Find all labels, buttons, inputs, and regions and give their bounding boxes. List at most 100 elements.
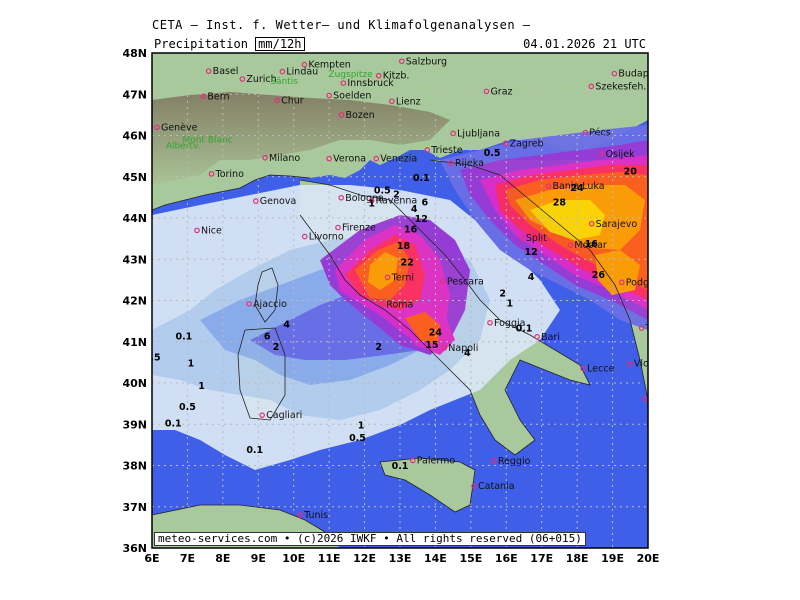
lat-tick-label: 45N bbox=[122, 171, 147, 184]
city-label: Trieste bbox=[430, 145, 462, 156]
contour-value: 12 bbox=[524, 247, 537, 258]
city-label: Bozen bbox=[346, 110, 375, 121]
coastlines bbox=[152, 159, 648, 536]
precip-montenegro-16 bbox=[595, 250, 640, 295]
latitude-tick-labels: 48N 47N 46N 45N 44N 43N 42N 41N 40N 39N 38N 37N 36N bbox=[122, 47, 147, 555]
city-marker-icon bbox=[326, 92, 332, 99]
city-marker-icon bbox=[205, 68, 212, 74]
lon-tick-label: 12E bbox=[353, 552, 376, 565]
city-label: Split bbox=[526, 233, 547, 244]
city-label: Korfu bbox=[649, 394, 674, 405]
city-label: Mostar bbox=[574, 240, 607, 251]
precip-16-center bbox=[368, 252, 398, 290]
city-marker-icon bbox=[239, 76, 246, 82]
city-marker-icon bbox=[253, 198, 259, 204]
city-marker-icon bbox=[301, 233, 308, 240]
contour-value: 4 bbox=[528, 272, 535, 283]
lat-tick-label: 44N bbox=[122, 212, 147, 225]
contour-value: 12 bbox=[415, 214, 428, 225]
contour-value: 4 bbox=[283, 319, 290, 330]
city-marker-icon bbox=[487, 319, 493, 326]
city-marker-icon bbox=[448, 160, 454, 166]
city-label: Ravenna bbox=[376, 196, 418, 207]
lat-tick-label: 46N bbox=[122, 130, 147, 143]
contour-value: 0.1 bbox=[516, 323, 533, 334]
city-label: Sarajevo bbox=[596, 219, 638, 230]
city-label: Chur bbox=[281, 95, 304, 106]
city-label: Basel bbox=[213, 66, 239, 77]
city-marker-icon bbox=[375, 72, 382, 79]
city-marker-icon bbox=[379, 301, 386, 308]
city-marker-icon bbox=[580, 365, 586, 372]
unit-label: mm/12h bbox=[255, 37, 305, 51]
city-label: Milano bbox=[269, 153, 300, 164]
city-label: Tirana bbox=[645, 323, 676, 334]
city-label: Kitzb. bbox=[383, 71, 410, 82]
city-marker-icon bbox=[424, 147, 431, 153]
lon-tick-label: 10E bbox=[282, 552, 305, 565]
city-label: Foggia bbox=[494, 318, 525, 329]
lon-tick-label: 15E bbox=[459, 552, 482, 565]
contour-value: 0.5 bbox=[179, 402, 196, 413]
city-label: Roma bbox=[386, 300, 413, 311]
lon-tick-label: 6E bbox=[144, 552, 159, 565]
lat-tick-label: 41N bbox=[122, 336, 147, 349]
map-frame bbox=[151, 52, 649, 549]
city-label: Vlore bbox=[634, 359, 659, 370]
lon-tick-label: 11E bbox=[318, 552, 341, 565]
city-marker-icon bbox=[502, 140, 509, 147]
contour-value: 0.1 bbox=[175, 332, 192, 343]
map-title: CETA – Inst. f. Wetter– und Klimafolgena… bbox=[152, 18, 531, 32]
city-label: Rijeka bbox=[455, 158, 484, 169]
city-label: Podgorica bbox=[626, 277, 673, 288]
contour-value: 0.1 bbox=[413, 173, 430, 184]
city-marker-icon bbox=[338, 194, 344, 201]
contour-value: 2 bbox=[375, 342, 382, 353]
city-label: Graz bbox=[490, 86, 512, 97]
city-marker-icon bbox=[389, 98, 395, 105]
lon-tick-label: 20E bbox=[637, 552, 660, 565]
city-marker-icon bbox=[483, 88, 490, 95]
city-marker-icon bbox=[335, 224, 341, 231]
contour-value: 20 bbox=[624, 167, 638, 178]
lat-tick-label: 40N bbox=[122, 377, 147, 390]
lon-tick-label: 16E bbox=[495, 552, 518, 565]
city-marker-icon bbox=[338, 112, 345, 118]
city-marker-icon bbox=[618, 279, 625, 286]
city-marker-icon bbox=[441, 345, 448, 351]
city-marker-icon bbox=[627, 360, 633, 367]
city-label: Budapest bbox=[618, 69, 663, 80]
city-marker-icon bbox=[340, 80, 347, 86]
city-label: Zagreb bbox=[510, 138, 544, 149]
contour-value: 0.1 bbox=[246, 445, 263, 456]
contour-value: 28 bbox=[553, 198, 567, 209]
city-marker-icon bbox=[588, 83, 595, 90]
city-label: Bologna bbox=[345, 193, 384, 204]
lat-tick-label: 38N bbox=[122, 460, 147, 473]
city-marker-icon bbox=[545, 183, 552, 190]
contour-value: 1 bbox=[358, 420, 365, 431]
city-marker-icon bbox=[279, 68, 286, 75]
lat-tick-label: 47N bbox=[122, 88, 147, 101]
city-marker-icon bbox=[440, 278, 446, 285]
contour-value: 18 bbox=[397, 241, 411, 252]
city-label: Cagliari bbox=[266, 410, 302, 421]
city-marker-icon bbox=[598, 151, 605, 157]
city-label: Catania bbox=[478, 481, 514, 492]
contour-value: 16 bbox=[585, 239, 599, 250]
valid-time: 04.01.2026 21 UTC bbox=[523, 37, 646, 51]
lat-tick-label: 48N bbox=[122, 47, 147, 60]
city-marker-icon bbox=[208, 171, 215, 177]
field-label: Precipitation bbox=[154, 37, 248, 51]
city-label: Pescara bbox=[447, 277, 484, 288]
precip-balkan-24 bbox=[530, 200, 605, 240]
city-marker-icon bbox=[301, 61, 308, 68]
lat-tick-label: 43N bbox=[122, 253, 147, 266]
city-label: Terni bbox=[391, 272, 414, 283]
city-marker-icon bbox=[588, 220, 595, 227]
graticule bbox=[152, 53, 648, 548]
city-marker-icon bbox=[638, 325, 645, 331]
field-label-group: Precipitation mm/12h bbox=[154, 37, 305, 51]
